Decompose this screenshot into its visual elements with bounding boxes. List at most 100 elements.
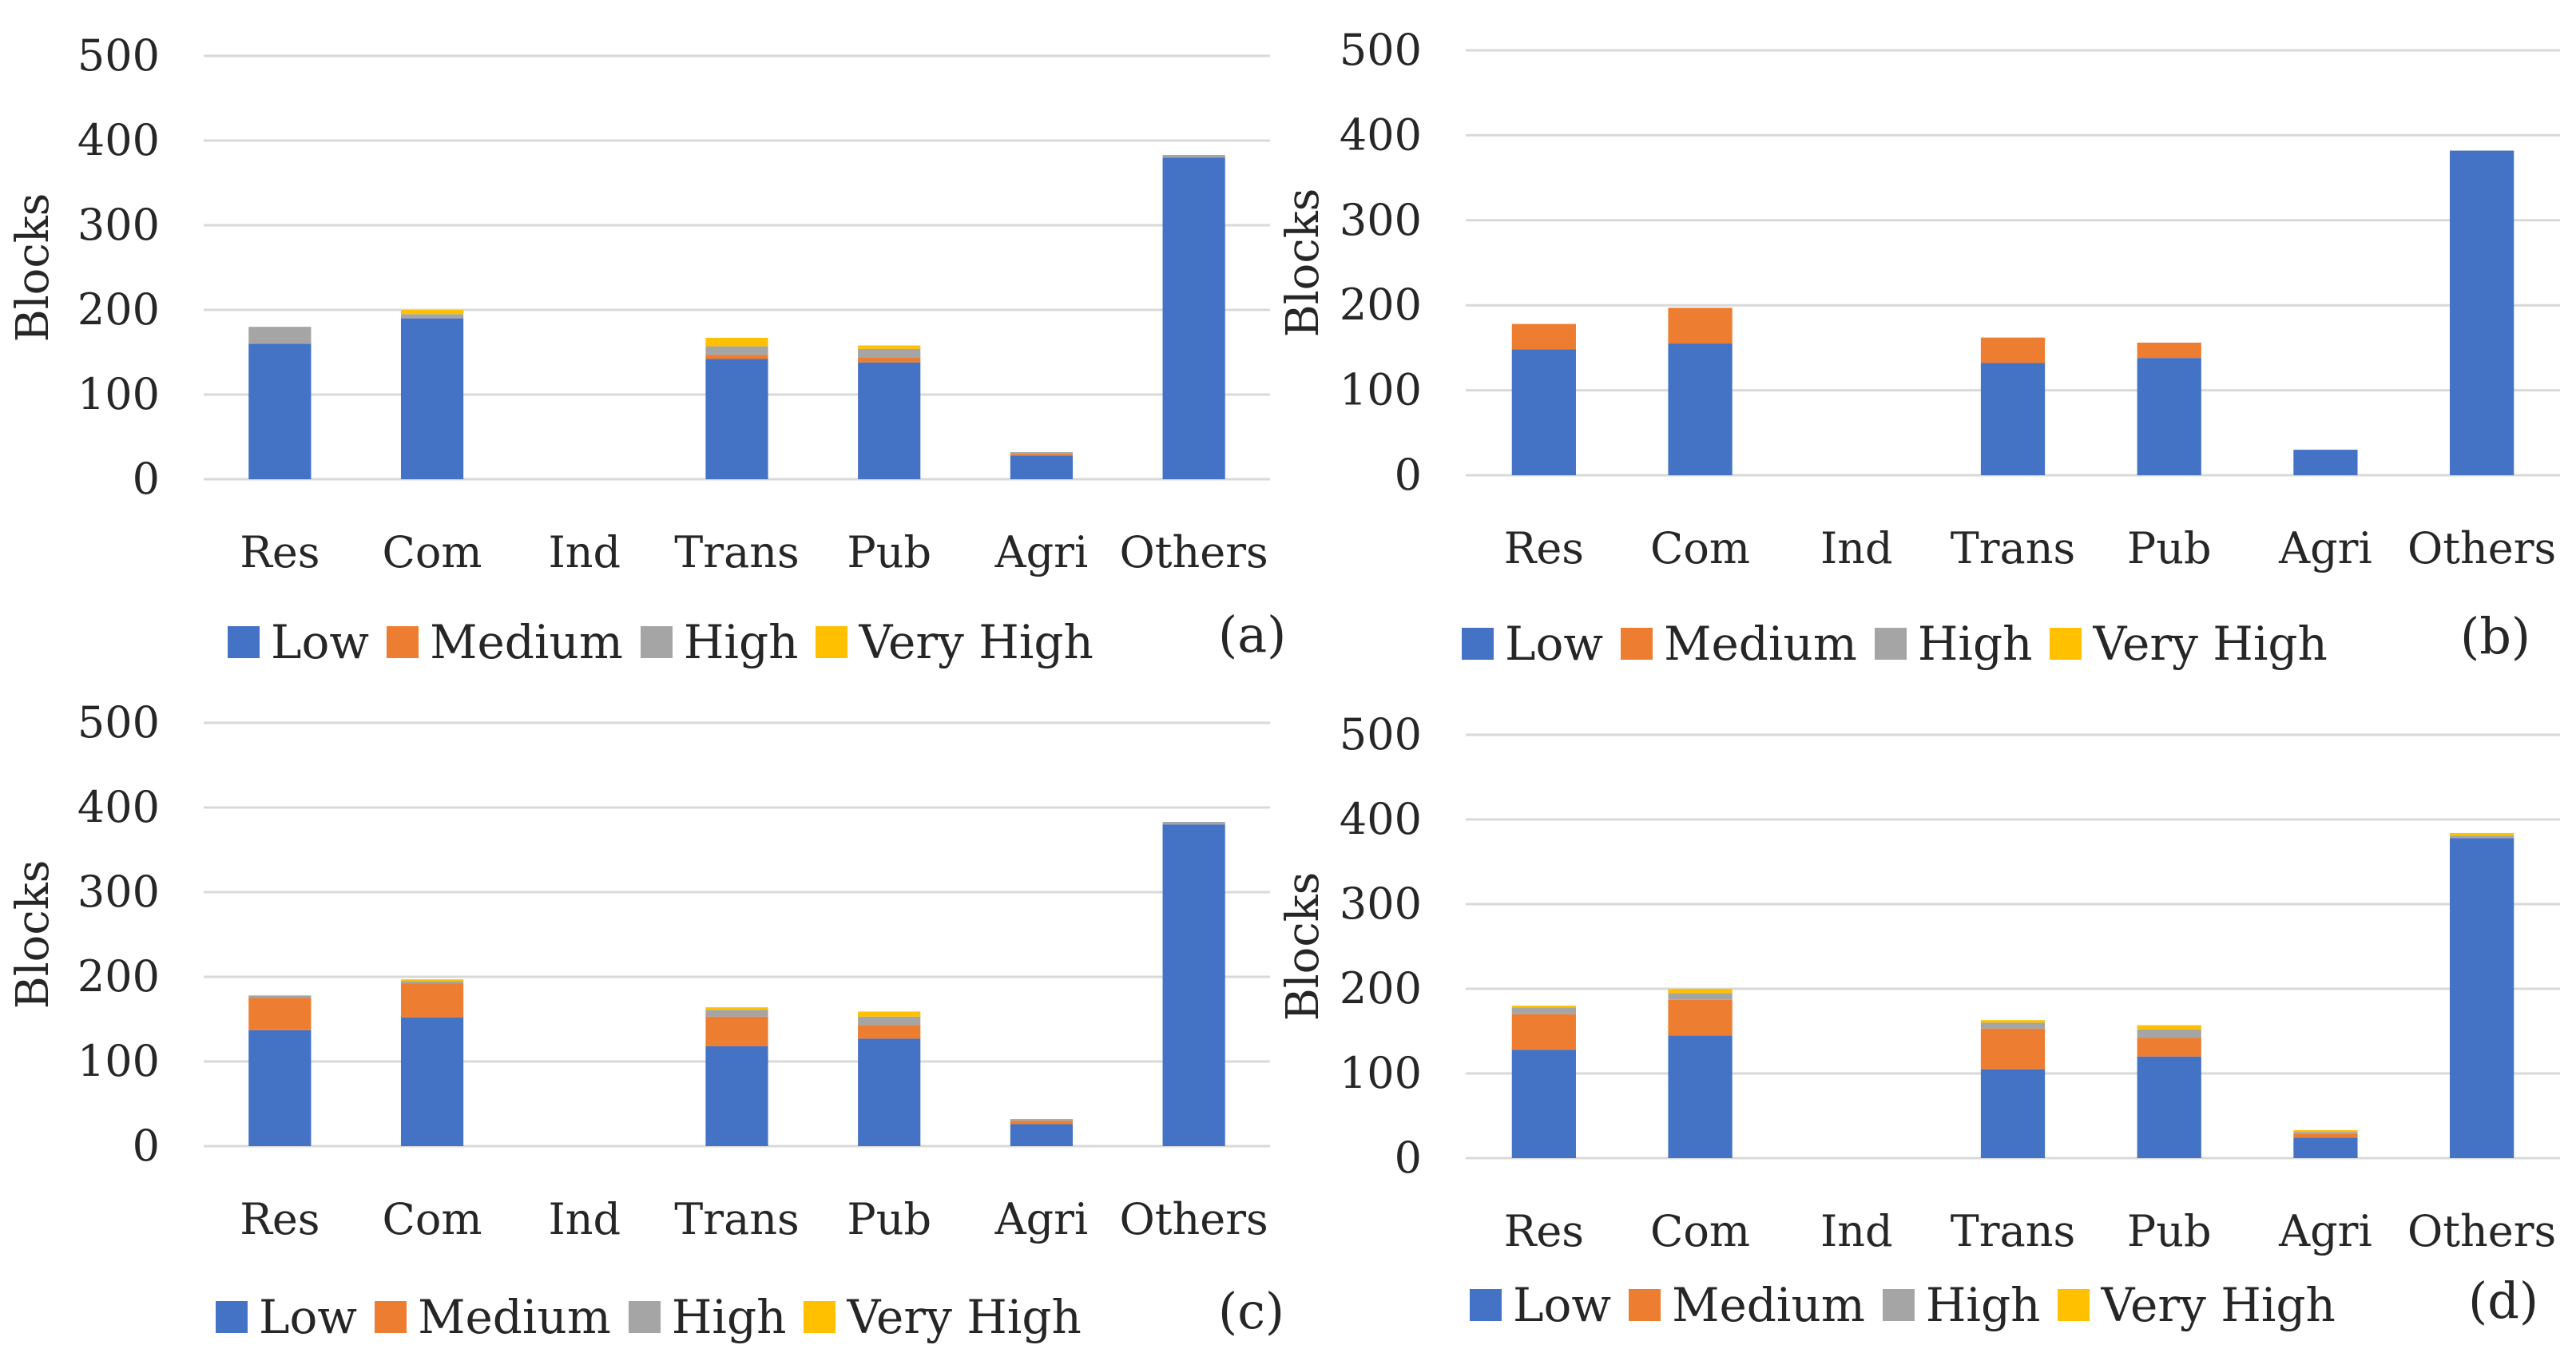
legend-label: Medium [418,1290,611,1344]
bar-segment-agri-very-high [2293,1130,2358,1133]
legend-swatch [216,1301,248,1333]
legend-item: Very High [816,615,1094,669]
legend-label: Medium [1672,1278,1865,1332]
x-tick-label: Others [2407,523,2556,573]
x-tick-label: Res [240,527,320,577]
y-tick-label: 400 [1340,109,1422,160]
legend-swatch [2058,1289,2090,1321]
bar-segment-trans-high [1980,1022,2046,1029]
x-tick-label: Others [1120,1194,1268,1244]
bar-segment-res-medium [248,998,312,1030]
chart-panel-a: 0 100 200 300 400 500 Blocks Res Com Ind Trans Pub A… [0,0,1306,671]
y-tick-label: 300 [1340,195,1422,245]
bar-segment-others-high [2450,835,2514,839]
x-tick-label: Agri [994,527,1089,577]
bar-segment-pub-medium [2137,1038,2201,1057]
bar-segment-com-high [1668,993,1733,1000]
legend-item: Very High [2058,1278,2336,1332]
bar-chart: 0 100 200 300 400 500 Blocks Res Com Ind Trans Pub A… [1277,709,2560,1256]
legend-item: Low [1462,617,1603,671]
bar-chart: 0 100 200 300 400 500 Blocks Res Com Ind Trans Pub A… [7,697,1270,1244]
panel-label: (a) [1218,605,1287,664]
legend-item: Very High [2050,617,2328,671]
bar-segment-com-low [1668,1035,1733,1158]
bar-segment-others-high [1162,155,1225,158]
bar-segment-com-low [400,1017,464,1146]
legend-swatch [1621,628,1653,660]
x-tick-label: Pub [847,1194,931,1244]
legend-item: High [1882,1278,2040,1332]
bar-segment-agri-medium [1010,454,1074,456]
bar-segment-pub-very-high [2137,1025,2201,1030]
bar-segment-trans-low [705,1045,768,1146]
y-tick-label: 500 [1340,709,1422,760]
y-tick-label: 200 [1340,280,1422,330]
legend-swatch [628,1301,661,1333]
y-axis-label: Blocks [7,860,59,1010]
bar-segment-agri-high [2293,1132,2358,1134]
legend-swatch [1470,1289,1502,1321]
x-tick-label: Com [383,527,482,577]
bar-segment-others-low [1162,824,1225,1146]
bar-segment-agri-low [1010,455,1074,479]
legend-label: Very High [847,1290,1082,1344]
bar-segment-agri-low [2293,1137,2358,1158]
panel-label: (c) [1218,1282,1285,1340]
chart-legend: Low Medium High Very High [228,615,1111,669]
legend-item: Low [1470,1278,1611,1332]
bar-segment-agri-high [1010,452,1074,454]
x-tick-label: Ind [1820,1206,1893,1256]
bar-segment-pub-low [2137,358,2201,475]
chart-legend: Low Medium High Very High [1462,617,2345,671]
bar-segment-trans-low [705,359,768,479]
x-tick-label: Trans [674,1194,800,1244]
legend-swatch [1882,1289,1915,1321]
y-tick-label: 100 [77,1036,160,1086]
bar-segment-pub-medium [858,1025,921,1039]
x-tick-label: Agri [2278,523,2372,573]
legend-label: Medium [1664,617,1857,671]
bar-segment-res-medium [1511,323,1576,350]
legend-swatch [1874,628,1907,660]
bar-segment-res-low [248,343,312,479]
y-tick-label: 0 [133,454,160,504]
bar-segment-com-very-high [400,979,464,982]
legend-swatch [816,626,848,658]
chart-panel-c: 0 100 200 300 400 500 Blocks Res Com Ind Trans Pub A… [0,671,1306,1344]
legend-item: Medium [387,615,623,669]
legend-label: Medium [430,615,623,669]
x-tick-label: Com [1650,1206,1750,1256]
x-tick-label: Trans [674,527,800,577]
x-tick-label: Agri [994,1194,1089,1244]
panel-label: (d) [2468,1272,2539,1330]
bar-chart: 0 100 200 300 400 500 Blocks Res Com Ind Trans Pub A… [7,30,1270,577]
bar-segment-trans-medium [1980,337,2046,363]
x-tick-label: Com [383,1194,482,1244]
legend-item: Medium [1621,617,1857,671]
y-tick-label: 200 [77,951,160,1002]
x-tick-label: Res [1504,1206,1584,1256]
bar-segment-com-high [400,314,464,319]
bar-segment-com-high [400,981,464,984]
bar-segment-res-low [1511,349,1576,475]
y-axis-label: Blocks [1277,188,1329,338]
legend-item: Low [216,1290,357,1344]
legend-label: Low [271,615,370,669]
bar-segment-res-very-high [1511,1006,1576,1008]
legend-label: High [671,1290,787,1344]
bar-segment-pub-high [858,1016,921,1026]
legend-swatch [228,626,260,658]
legend-label: Low [1505,617,1604,671]
y-tick-label: 400 [77,115,160,165]
bar-segment-trans-high [705,1010,768,1017]
bar-segment-others-high [1162,822,1225,825]
y-tick-label: 100 [1340,1048,1422,1098]
bar-segment-res-high [248,327,312,344]
legend-swatch [2050,628,2082,660]
bar-segment-trans-very-high [705,1007,768,1010]
y-tick-label: 500 [77,30,160,81]
legend-label: Very High [859,615,1094,669]
bar-segment-others-low [2450,150,2514,475]
y-tick-label: 0 [1395,1133,1422,1183]
bar-segment-pub-very-high [858,1011,921,1017]
